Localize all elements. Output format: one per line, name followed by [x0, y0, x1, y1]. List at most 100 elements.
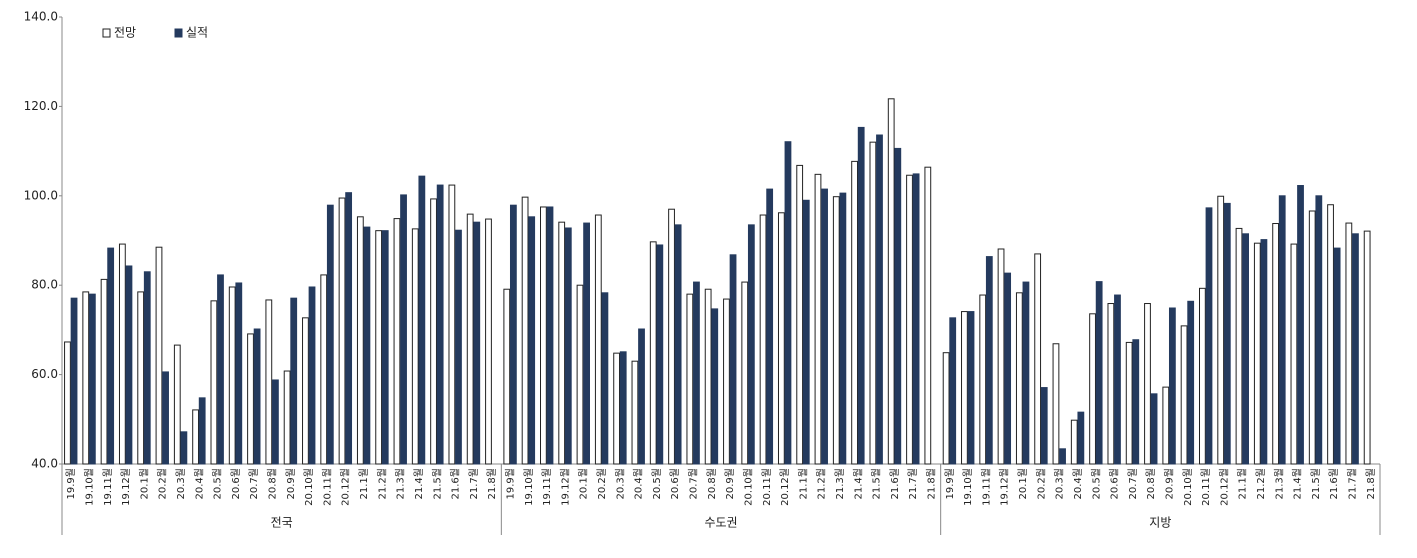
- bar: [210, 300, 218, 465]
- bar: [180, 431, 188, 465]
- x-tick-label: 20.8월: [1145, 468, 1157, 499]
- bar: [613, 352, 621, 465]
- bar: [70, 297, 78, 465]
- bar: [265, 299, 273, 465]
- bar: [839, 192, 847, 465]
- bar: [393, 218, 401, 465]
- x-tick-label: 20.5월: [212, 468, 224, 499]
- bar: [118, 243, 126, 465]
- bar: [375, 230, 383, 465]
- x-tick-label: 19.11월: [102, 468, 114, 506]
- bar: [564, 227, 572, 465]
- bar: [759, 214, 767, 465]
- bar: [1199, 287, 1206, 465]
- x-tick-label: 19.10월: [83, 468, 95, 506]
- bar: [356, 216, 364, 465]
- y-tick-label: 40.0: [31, 457, 58, 471]
- legend-label: 전망: [114, 26, 136, 40]
- bar: [1217, 195, 1225, 465]
- bar: [1132, 339, 1140, 465]
- bar: [1352, 233, 1359, 465]
- x-tick-label: 20.1월: [1017, 468, 1029, 499]
- bar: [949, 317, 957, 465]
- bar: [1107, 303, 1115, 465]
- bar: [1235, 227, 1243, 465]
- x-tick-label: 20.3월: [175, 468, 187, 499]
- legend-label: 실적: [186, 26, 208, 40]
- bar: [509, 204, 517, 465]
- bar: [668, 208, 675, 465]
- bar: [546, 206, 554, 465]
- bar: [594, 214, 602, 465]
- x-tick-label: 19.12월: [120, 468, 132, 506]
- x-tick-label: 21.3월: [395, 468, 407, 499]
- x-tick-label: 21.8월: [1365, 468, 1377, 499]
- bar: [430, 198, 437, 465]
- bar: [485, 218, 492, 465]
- bar: [272, 379, 279, 465]
- y-tick-label: 100.0: [24, 188, 58, 202]
- x-tick-label: 20.12월: [779, 468, 791, 506]
- bar: [1052, 343, 1060, 465]
- x-tick-label: 21.1월: [797, 468, 809, 499]
- bar: [985, 256, 993, 465]
- bar: [576, 284, 584, 465]
- bar: [1223, 202, 1231, 465]
- x-tick-label: 21.3월: [834, 468, 846, 499]
- group-label: 지방: [1149, 516, 1171, 530]
- x-tick-label: 21.2월: [816, 468, 828, 499]
- bar: [64, 341, 71, 465]
- bar: [1242, 233, 1249, 465]
- x-tick-label: 20.11월: [321, 468, 333, 506]
- x-tick-label: 20.9월: [1163, 468, 1175, 499]
- bar: [137, 291, 145, 465]
- bar: [876, 134, 883, 465]
- bar: [1015, 292, 1023, 465]
- bar: [1095, 281, 1103, 465]
- bar: [125, 265, 133, 465]
- bar: [796, 164, 804, 465]
- bar: [326, 204, 334, 465]
- bar: [851, 160, 858, 465]
- bar: [1333, 247, 1341, 465]
- bar: [961, 311, 968, 465]
- bar: [832, 196, 840, 465]
- x-tick-label: 20.6월: [230, 468, 242, 499]
- bar: [1125, 341, 1133, 465]
- x-tick-label: 21.4월: [1292, 468, 1304, 499]
- bar: [192, 409, 199, 465]
- bar: [1162, 386, 1170, 465]
- bar: [979, 294, 987, 465]
- group-label: 수도권: [704, 516, 737, 530]
- x-tick-label: 20.7월: [688, 468, 700, 499]
- x-tick-label: 19.10월: [962, 468, 974, 506]
- bar: [1059, 448, 1066, 465]
- x-tick-label: 19.12월: [559, 468, 571, 506]
- x-tick-label: 20.3월: [1054, 468, 1066, 499]
- bar: [1308, 210, 1316, 465]
- bar: [466, 213, 474, 465]
- bar: [1315, 195, 1323, 465]
- x-tick-label: 21.3월: [1273, 468, 1285, 499]
- bar: [601, 292, 609, 465]
- bar: [1077, 411, 1085, 465]
- bar: [1260, 239, 1268, 465]
- bar: [802, 199, 810, 465]
- x-tick-label: 20.4월: [1072, 468, 1084, 499]
- bar: [418, 175, 426, 465]
- bar: [1297, 185, 1304, 465]
- x-tick-label: 20.11월: [761, 468, 773, 506]
- bar: [228, 286, 236, 465]
- bar: [814, 173, 822, 465]
- bar: [967, 311, 975, 465]
- x-tick-label: 20.1월: [578, 468, 590, 499]
- bar: [217, 274, 224, 465]
- x-tick-label: 20.8월: [267, 468, 279, 499]
- bar: [686, 293, 694, 465]
- x-tick-label: 20.10월: [303, 468, 315, 506]
- bar: [247, 333, 254, 465]
- bar: [1327, 204, 1334, 465]
- x-tick-label: 20.4월: [193, 468, 205, 499]
